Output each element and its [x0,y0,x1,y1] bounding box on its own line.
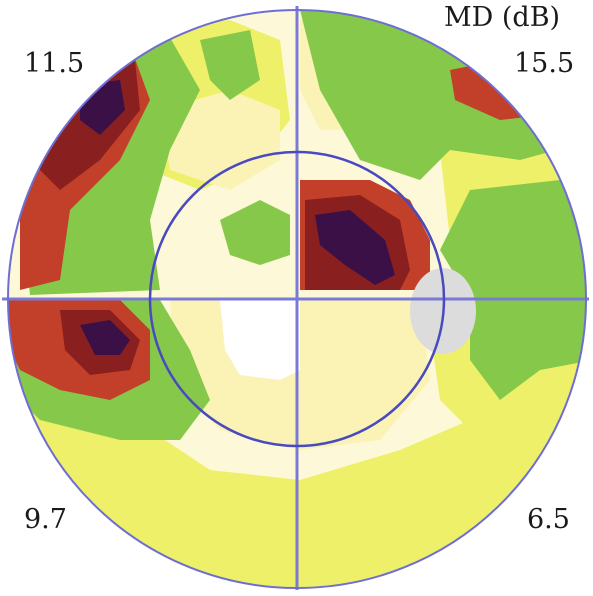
green-zone-right-mid [440,180,586,300]
field-outline [7,9,587,589]
green-zone-center-left [220,200,290,265]
green-zone-lower-right [470,300,586,400]
purple-core-paracentral [315,210,395,285]
white-center-spot [220,300,300,380]
md-value-lower-right: 6.5 [527,504,570,535]
inner-ring [148,150,446,448]
purple-core-lower-left [80,320,130,355]
green-zone-upper-mid [200,30,260,100]
header-label-backdrop [437,0,593,36]
light-zone-upper-mid [160,90,280,190]
md-value-upper-right: 15.5 [514,48,574,79]
md-value-upper-left: 11.5 [24,48,84,79]
md-header-label: MD (dB) [444,2,560,33]
md-value-lower-left: 9.7 [24,504,67,535]
